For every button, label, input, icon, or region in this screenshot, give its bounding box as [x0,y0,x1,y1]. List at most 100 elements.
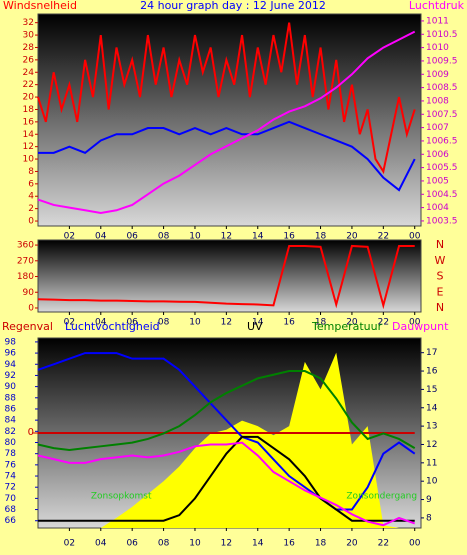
y2-tick-label: 1007 [426,123,449,133]
y-tick-label: 28 [23,43,35,53]
x-tick-label: 22 [378,539,389,549]
y-tick-label: 26 [23,55,35,65]
y-tick-label: 18 [23,105,35,115]
y2-tick-label: 16 [426,367,438,377]
y-tick-label: 74 [5,472,17,482]
y-axis-label: Windsnelheid [3,0,77,12]
x-tick-label: 02 [64,318,75,328]
y2-tick-label: 1004 [426,203,449,213]
y2-tick-label: 13 [426,422,437,432]
x-tick-label: 10 [189,539,201,549]
y2-tick-label: 1009 [426,70,449,80]
y-tick-label: 10 [23,155,35,165]
line [37,370,416,451]
x-tick-label: 04 [95,318,107,328]
y-tick-label: 14 [23,130,35,140]
y-tick-label: 94 [5,360,17,370]
y2-tick-label: 1008 [426,96,449,106]
x-tick-label: 00 [409,232,421,242]
y-tick-label: 6 [28,179,34,189]
y-tick-label: 360 [17,241,34,251]
y-tick-label: 0 [28,303,34,313]
y-tick-label: 90 [23,288,35,298]
y-tick-label: 78 [5,449,17,459]
y2-tick-label: 1007.5 [426,110,458,120]
y2-tick-label: 1011 [426,16,449,26]
y-tick-label: 0 [28,217,34,227]
area [38,352,415,528]
y-tick-label: 88 [5,393,17,403]
y2-tick-label: 1010 [426,43,449,53]
x-tick-label: 12 [221,232,232,242]
y-tick-label: 30 [23,31,35,41]
y-tick-label: 66 [5,516,17,526]
x-tick-label: 20 [346,539,358,549]
y-tick-label: 180 [17,272,34,282]
legend-label: Dauwpunt [392,320,449,333]
y-tick-label: 68 [5,505,17,515]
y-tick-label: 2 [28,204,34,214]
legend-label: Temperatuur [311,320,383,333]
x-tick-label: 04 [95,232,107,242]
y2-tick-label: 1006 [426,150,449,160]
x-tick-label: 08 [158,539,170,549]
x-tick-label: 18 [315,539,327,549]
x-tick-label: 16 [283,232,295,242]
y-tick-label: 24 [23,68,35,78]
y2-tick-label: 1010.5 [426,30,458,40]
y2-tick-label: 1003.5 [426,216,458,226]
x-tick-label: 20 [346,318,358,328]
y-tick-label: 72 [5,483,16,493]
y2-tick-label: 10 [426,477,438,487]
y2-tick-label: 9 [426,495,432,505]
y-tick-label: 32 [23,18,34,28]
y-tick-label: 4 [28,192,34,202]
direction-label: N [436,238,444,251]
line [37,352,416,511]
x-tick-label: 16 [283,539,295,549]
direction-label: W [435,254,446,267]
y-tick-label: 92 [5,371,16,381]
x-tick-label: 20 [346,232,358,242]
chart-title: 24 hour graph day : 12 June 2012 [140,0,326,12]
x-tick-label: 22 [378,232,389,242]
y-tick-label: 98 [5,337,17,347]
x-tick-label: 14 [252,318,264,328]
direction-label: N [436,301,444,314]
y2-tick-label: 1004.5 [426,190,458,200]
y2-tick-label: 12 [426,440,437,450]
x-tick-label: 18 [315,318,327,328]
y-tick-label: 76 [5,460,17,470]
y-tick-label: 12 [23,142,34,152]
y-tick-label: 84 [5,416,17,426]
x-tick-label: 06 [126,318,138,328]
y2-tick-label: 14 [426,403,438,413]
y2-tick-label: 1008.5 [426,83,458,93]
annotation: Zonsondergang [346,492,417,502]
y-tick-label: 20 [23,93,35,103]
y-tick-label: 70 [5,494,17,504]
y-tick-label: 80 [5,438,17,448]
x-tick-label: 08 [158,318,170,328]
x-tick-label: 02 [64,232,75,242]
y-tick-label: 270 [17,256,34,266]
y2-tick-label: 1006.5 [426,136,458,146]
y2-tick-label: 1005.5 [426,163,458,173]
x-tick-label: 18 [315,232,327,242]
y2-tick-label: 1009.5 [426,56,458,66]
x-tick-label: 14 [252,539,264,549]
x-tick-label: 08 [158,232,170,242]
x-tick-label: 00 [409,539,421,549]
x-tick-label: 12 [221,318,232,328]
line [38,120,416,192]
line [37,441,416,527]
y2-tick-label: 1005 [426,176,449,186]
direction-label: S [437,270,444,283]
x-tick-label: 22 [378,318,389,328]
y-tick-label: 8 [28,167,34,177]
legend-label: Regenval [2,320,53,333]
y3-tick-label: 0 [28,427,34,438]
y2-tick-label: 11 [426,458,437,468]
legend-label: UV [247,320,263,333]
